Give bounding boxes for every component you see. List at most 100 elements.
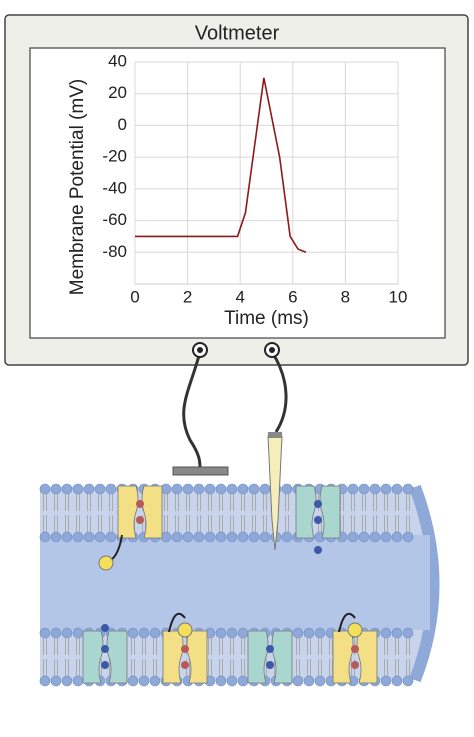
lipid-head xyxy=(39,483,51,495)
lipid-head xyxy=(369,531,381,543)
voltmeter-title: Voltmeter xyxy=(195,22,280,44)
cable xyxy=(182,351,202,469)
lipid-head xyxy=(39,627,51,639)
y-tick-label: -60 xyxy=(102,210,127,229)
ion xyxy=(181,645,189,653)
lipid-head xyxy=(83,531,95,543)
lipid-head xyxy=(138,627,150,639)
lipid-head xyxy=(237,483,249,495)
membrane xyxy=(39,483,440,687)
lipid-head xyxy=(215,483,227,495)
lipid-head xyxy=(182,483,194,495)
lipid-head xyxy=(314,675,326,687)
axoplasm xyxy=(40,535,430,630)
y-tick-label: -20 xyxy=(102,147,127,166)
lipid-head xyxy=(39,675,51,687)
lipid-head xyxy=(380,483,392,495)
lipid-head xyxy=(303,627,315,639)
x-tick-label: 6 xyxy=(288,287,297,306)
lipid-head xyxy=(358,483,370,495)
lipid-head xyxy=(237,627,249,639)
x-tick-label: 0 xyxy=(130,287,139,306)
y-tick-label: 40 xyxy=(108,51,127,70)
lipid-head xyxy=(226,531,238,543)
screen xyxy=(29,47,446,339)
lipid-head xyxy=(215,675,227,687)
lipid-head xyxy=(160,483,172,495)
lipid-head xyxy=(314,627,326,639)
y-axis-label: Membrane Potential (mV) xyxy=(67,79,88,295)
lipid-head xyxy=(127,675,139,687)
lipid-head xyxy=(149,627,161,639)
lipid-head xyxy=(380,675,392,687)
lipid-head xyxy=(138,675,150,687)
lipid-head xyxy=(61,531,73,543)
lipid-head xyxy=(237,531,249,543)
x-tick-label: 8 xyxy=(341,287,350,306)
lipid-head xyxy=(281,531,293,543)
ion xyxy=(351,645,359,653)
line xyxy=(135,77,307,254)
gate-ball xyxy=(98,555,114,571)
lipid-head xyxy=(215,627,227,639)
lipid-head xyxy=(149,675,161,687)
lipid-head xyxy=(248,531,260,543)
lipid-head xyxy=(171,531,183,543)
channel xyxy=(162,630,208,684)
lipid-head xyxy=(72,627,84,639)
lipid-head xyxy=(391,627,403,639)
ion xyxy=(136,516,144,524)
lipid-head xyxy=(182,531,194,543)
channel xyxy=(332,630,378,684)
lipid-head xyxy=(226,627,238,639)
ion xyxy=(136,500,144,508)
lipid-head xyxy=(204,531,216,543)
channel xyxy=(247,630,293,684)
lipid-head xyxy=(50,675,62,687)
axon-end xyxy=(409,484,440,683)
ion xyxy=(314,500,322,508)
x-tick-label: 10 xyxy=(389,287,408,306)
y-tick-label: -80 xyxy=(102,242,127,261)
channel xyxy=(295,485,341,539)
gate-ball xyxy=(347,622,363,638)
ion xyxy=(266,661,274,669)
lipid-head xyxy=(226,675,238,687)
lipid-head xyxy=(391,483,403,495)
lipid-head xyxy=(127,627,139,639)
jack xyxy=(197,347,203,353)
gate-tether xyxy=(168,612,186,633)
gate-ball xyxy=(177,622,193,638)
y-tick-label: 0 xyxy=(118,115,127,134)
lipid-head xyxy=(50,627,62,639)
y-tick-label: -40 xyxy=(102,178,127,197)
lipid-head xyxy=(259,483,271,495)
electrode xyxy=(172,466,229,476)
ion xyxy=(101,624,109,632)
lipid-head xyxy=(259,531,271,543)
lipid-head xyxy=(61,483,73,495)
lipid-head xyxy=(380,627,392,639)
lipid-head xyxy=(347,531,359,543)
lipid-head xyxy=(380,531,392,543)
plot: 40 20 0 -20 -40 -60 -80 0 2 4 6 8 10 Time (ms) Membran… xyxy=(67,51,407,329)
lipid-head xyxy=(72,483,84,495)
lipid-head xyxy=(391,675,403,687)
lipid-head xyxy=(358,531,370,543)
lipid-head xyxy=(171,483,183,495)
channel xyxy=(117,485,163,539)
lipid-head xyxy=(347,483,359,495)
lipid-head xyxy=(226,483,238,495)
lipid-head xyxy=(160,531,172,543)
lipid-head xyxy=(292,675,304,687)
ion xyxy=(101,661,109,669)
ion xyxy=(181,661,189,669)
lipid-head xyxy=(105,483,117,495)
lipid-head xyxy=(281,483,293,495)
lipid-head xyxy=(72,531,84,543)
lipid-head xyxy=(391,531,403,543)
lipid-head xyxy=(402,483,414,495)
lipid-head xyxy=(72,675,84,687)
